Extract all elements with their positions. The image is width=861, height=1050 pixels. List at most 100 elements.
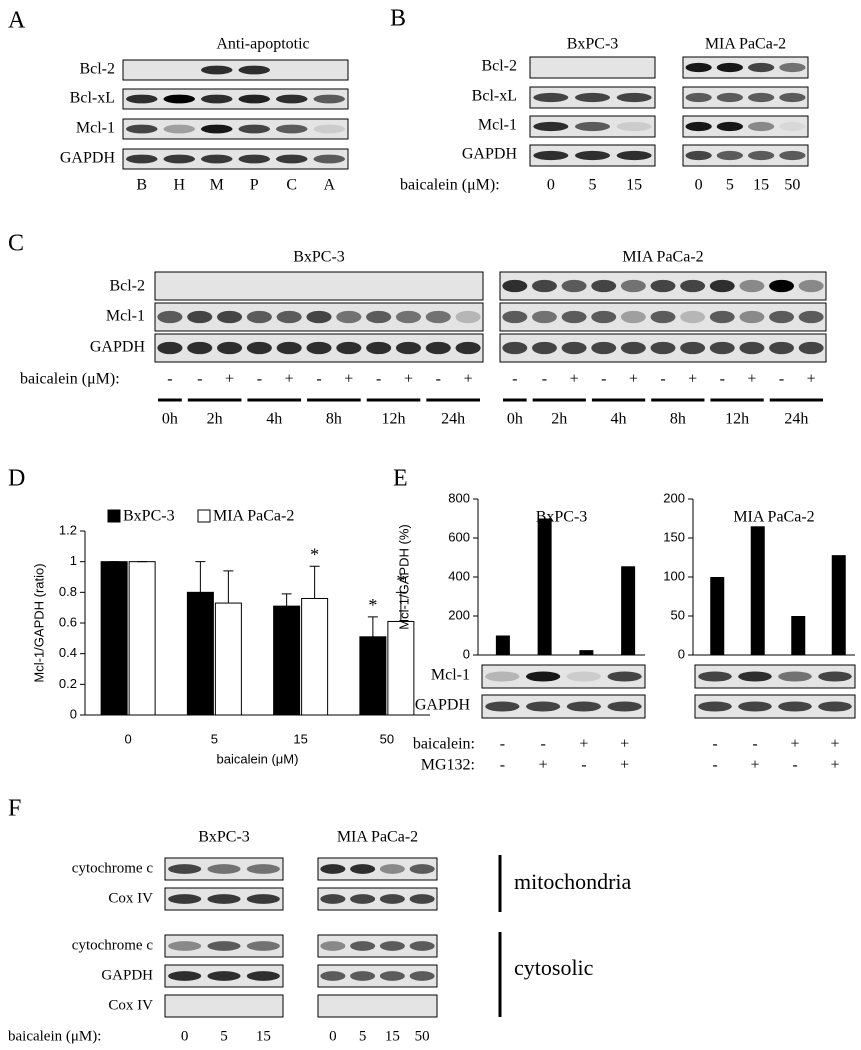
band <box>650 310 676 324</box>
blot-box <box>529 56 656 79</box>
band <box>739 341 765 355</box>
time-label: 4h <box>611 411 627 428</box>
error-bar <box>395 591 406 622</box>
band <box>320 894 346 904</box>
time-label: 12h <box>725 411 749 428</box>
panel-label: D <box>8 466 25 492</box>
lane-label: 0 <box>329 1028 337 1044</box>
bar <box>831 555 846 655</box>
lane-label: + <box>404 371 413 388</box>
y-tick-label: 0.2 <box>59 676 77 691</box>
band <box>246 310 272 324</box>
band <box>350 894 376 904</box>
legend-swatch <box>107 509 121 523</box>
y-tick-label: 200 <box>448 607 470 622</box>
lane-label: + <box>830 757 839 774</box>
band <box>313 124 345 134</box>
row-label: Mcl-1 <box>76 120 115 137</box>
lane-label: - <box>660 371 665 388</box>
lane-label: - <box>500 757 505 774</box>
band <box>485 701 520 712</box>
band <box>187 310 213 324</box>
time-label: 2h <box>551 411 567 428</box>
band <box>566 701 601 712</box>
band <box>532 310 557 324</box>
blot-title: BxPC-3 <box>567 36 619 53</box>
band <box>201 94 233 104</box>
y-tick-label: 50 <box>671 607 685 622</box>
legend-label: BxPC-3 <box>123 508 175 525</box>
band <box>818 671 852 682</box>
lane-label: 15 <box>385 1028 400 1044</box>
lane-label: + <box>570 371 579 388</box>
panel-label: A <box>8 8 26 34</box>
band <box>798 310 824 324</box>
fraction-label: mitochondria <box>514 869 632 894</box>
band <box>607 701 642 712</box>
lane-label: B <box>136 177 147 194</box>
lane-label: + <box>285 371 294 388</box>
lane-label: A <box>323 177 335 194</box>
band <box>748 121 775 132</box>
y-tick-label: 0 <box>678 646 685 661</box>
band <box>306 310 332 324</box>
band <box>620 279 646 293</box>
band <box>738 701 772 712</box>
row-label: Bcl-2 <box>79 61 115 78</box>
lane-label: + <box>747 371 756 388</box>
lane-label: 15 <box>626 177 642 194</box>
lane-label: + <box>830 736 839 753</box>
band <box>709 279 735 293</box>
band <box>409 971 435 981</box>
band <box>238 94 270 104</box>
band <box>533 150 569 161</box>
lane-label: - <box>257 371 262 388</box>
blot-box <box>694 664 856 689</box>
blot-box <box>317 934 438 958</box>
band <box>616 92 652 103</box>
bar <box>128 561 156 716</box>
band <box>168 971 202 981</box>
band <box>409 864 435 874</box>
y-tick-label: 0.8 <box>59 584 77 599</box>
band <box>350 941 376 951</box>
band <box>620 341 646 355</box>
band <box>739 279 765 293</box>
band <box>680 279 706 293</box>
band <box>620 310 646 324</box>
lane-label: - <box>376 371 381 388</box>
band <box>779 62 806 73</box>
band <box>157 341 183 355</box>
time-label: 2h <box>207 411 223 428</box>
time-label: 0h <box>507 411 523 428</box>
band <box>320 941 346 951</box>
band <box>716 92 743 103</box>
band <box>716 62 743 73</box>
time-label: 0h <box>162 411 178 428</box>
lane-label: - <box>792 757 797 774</box>
blot-box <box>122 148 349 170</box>
blot-box <box>164 994 284 1018</box>
bar <box>621 566 636 655</box>
blot-box <box>317 964 438 988</box>
blot-box <box>122 118 349 140</box>
bar <box>301 597 329 716</box>
blot-box <box>682 115 809 138</box>
band <box>561 310 587 324</box>
band <box>561 279 587 293</box>
band <box>591 310 617 324</box>
band <box>769 279 794 293</box>
panel-label: F <box>8 796 21 822</box>
y-tick-label: 200 <box>663 490 685 505</box>
y-tick-label: 0.4 <box>59 645 77 660</box>
band <box>716 121 743 132</box>
band <box>379 894 405 904</box>
panel-label: B <box>390 6 406 32</box>
band <box>246 864 280 874</box>
bar <box>359 636 387 716</box>
lane-label: P <box>250 177 259 194</box>
time-label: 8h <box>326 411 342 428</box>
lane-label: + <box>790 736 799 753</box>
band <box>313 154 345 164</box>
band <box>276 124 308 134</box>
